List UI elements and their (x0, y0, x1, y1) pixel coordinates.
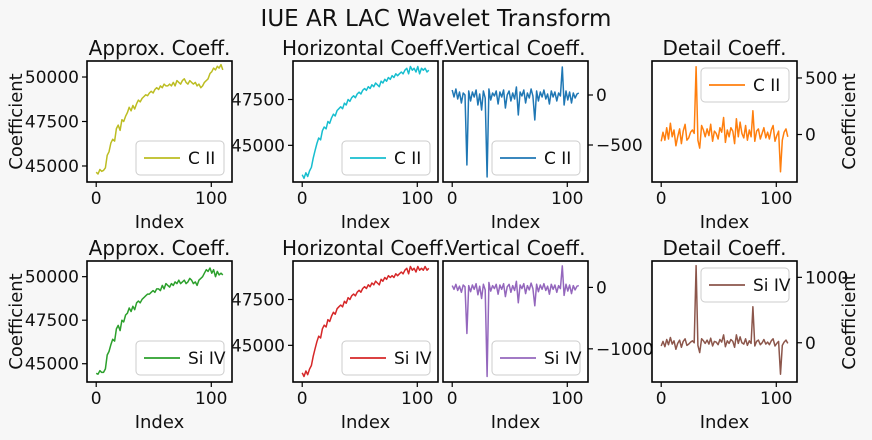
x-axis-label: Index (341, 212, 391, 233)
x-axis-label: Index (700, 212, 750, 233)
legend-label: Si IV (544, 349, 582, 369)
chart-panel-2: 0 100 45000 47500 Horizontal Coeff. Index C II (231, 36, 449, 233)
series-line (301, 65, 430, 180)
chart-panel-6: 0 100 45000 47500 Horizontal Coeff. Index Si I… (231, 236, 449, 433)
y-tick-label: 45000 (231, 136, 285, 156)
x-tick-label: 100 (760, 189, 792, 209)
legend-label: C II (394, 149, 421, 169)
axes-title: Approx. Coeff. (89, 36, 231, 60)
axes-frame (442, 60, 589, 183)
legend: Si IV (700, 267, 791, 303)
legend-label: Si IV (394, 349, 432, 369)
legend-label: Si IV (753, 276, 791, 296)
y-tick-label: −1000 (596, 340, 654, 360)
y-tick-label: 50000 (25, 268, 79, 288)
x-tick-label: 100 (195, 189, 227, 209)
x-tick-label: 0 (91, 189, 102, 209)
legend: Si IV (491, 340, 582, 376)
legend-label: Si IV (188, 349, 226, 369)
legend-label: C II (544, 149, 571, 169)
x-axis-label: Index (341, 412, 391, 433)
y-tick-label: 45000 (25, 355, 79, 375)
x-axis-label: Index (135, 412, 185, 433)
series-line (301, 265, 430, 378)
chart-panel-3: 0 100 −500 0 Vertical Coeff. Index C II (442, 36, 643, 233)
x-tick-label: 100 (401, 189, 433, 209)
y-axis-label: Coefficient (6, 73, 27, 170)
y-tick-label: −500 (596, 136, 643, 156)
x-tick-label: 0 (447, 389, 458, 409)
axes-title: Detail Coeff. (663, 236, 787, 260)
chart-panel-1: 0 100 45000 47500 50000 Approx. Coeff. Index Co… (6, 36, 233, 233)
figure-suptitle: IUE AR LAC Wavelet Transform (261, 6, 612, 32)
series-line (451, 66, 580, 178)
legend: Si IV (341, 340, 432, 376)
x-tick-label: 0 (447, 189, 458, 209)
axes-title: Vertical Coeff. (446, 36, 586, 60)
y-tick-label: 0 (596, 278, 607, 298)
x-tick-label: 0 (297, 189, 308, 209)
x-tick-label: 0 (656, 389, 667, 409)
series-line (660, 264, 789, 375)
y-tick-label: 45000 (231, 336, 285, 356)
y-tick-label: 0 (805, 334, 816, 354)
axes-title: Vertical Coeff. (446, 236, 586, 260)
axes-frame (651, 260, 798, 383)
y-tick-label: 1000 (805, 268, 848, 288)
y-tick-label: 500 (805, 69, 837, 89)
x-tick-label: 0 (656, 189, 667, 209)
y-tick-label: 0 (805, 126, 816, 146)
chart-panel-7: 0 100 −1000 0 Vertical Coeff. Index Si IV (442, 236, 654, 433)
x-tick-label: 0 (297, 389, 308, 409)
axes-frame (651, 60, 798, 183)
legend-label: C II (188, 149, 215, 169)
y-axis-label: Coefficient (839, 73, 860, 170)
legend: C II (700, 67, 790, 103)
series-line (95, 267, 224, 375)
axes-frame (442, 260, 589, 383)
x-tick-label: 100 (760, 389, 792, 409)
x-tick-label: 100 (401, 389, 433, 409)
y-tick-label: 50000 (25, 68, 79, 88)
x-axis-label: Index (491, 212, 541, 233)
y-tick-label: 47500 (25, 113, 79, 133)
axes-title: Horizontal Coeff. (282, 36, 449, 60)
x-tick-label: 100 (551, 189, 583, 209)
chart-panel-5: 0 100 45000 47500 50000 Approx. Coeff. Index Co… (6, 236, 233, 433)
y-tick-label: 47500 (231, 91, 285, 111)
axes-frame (86, 260, 233, 383)
legend-label: C II (753, 76, 780, 96)
y-tick-label: 47500 (231, 291, 285, 311)
legend: C II (341, 140, 431, 176)
legend: Si IV (135, 340, 226, 376)
axes-title: Detail Coeff. (663, 36, 787, 60)
legend: C II (491, 140, 581, 176)
axes-frame (292, 60, 439, 183)
axes-frame (292, 260, 439, 383)
x-axis-label: Index (700, 412, 750, 433)
chart-panel-4: 0 100 0 500 Detail Coeff. Index Coefficient C I… (651, 36, 860, 233)
legend: C II (135, 140, 225, 176)
series-line (660, 65, 789, 173)
x-tick-label: 100 (195, 389, 227, 409)
y-axis-label: Coefficient (839, 273, 860, 370)
x-tick-label: 0 (91, 389, 102, 409)
x-tick-label: 100 (551, 389, 583, 409)
x-axis-label: Index (491, 412, 541, 433)
y-tick-label: 45000 (25, 157, 79, 177)
x-axis-label: Index (135, 212, 185, 233)
y-tick-label: 0 (596, 86, 607, 106)
series-line (451, 265, 580, 378)
y-tick-label: 47500 (25, 311, 79, 331)
axes-title: Horizontal Coeff. (282, 236, 449, 260)
series-line (95, 63, 224, 175)
axes-title: Approx. Coeff. (89, 236, 231, 260)
y-axis-label: Coefficient (6, 273, 27, 370)
